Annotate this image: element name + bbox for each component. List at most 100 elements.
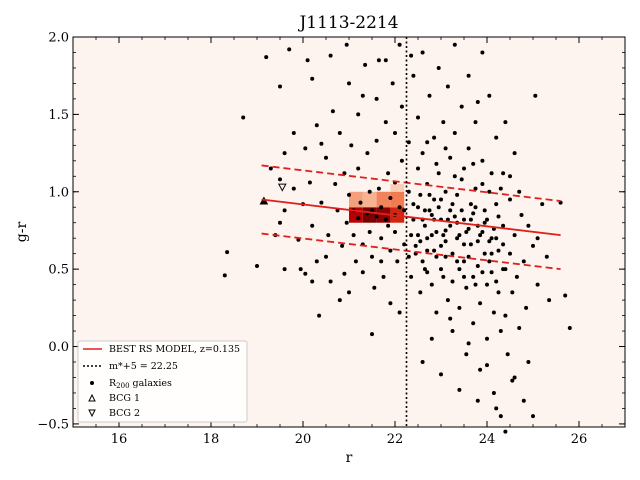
galaxy-point [473, 120, 478, 125]
galaxy-point [328, 279, 333, 284]
galaxy-point [485, 282, 489, 287]
galaxy-point [342, 171, 347, 176]
galaxy-point [510, 290, 515, 295]
galaxy-point [498, 186, 503, 191]
rs-model-line [261, 198, 561, 236]
galaxy-point [544, 254, 549, 259]
galaxy-point [524, 305, 529, 310]
galaxy-point [450, 251, 455, 256]
galaxy-point [356, 216, 361, 221]
galaxy-point [441, 120, 446, 125]
galaxy-point [434, 161, 439, 166]
rs-lower-bound-line [261, 232, 561, 271]
galaxy-point [379, 236, 384, 241]
axis-ticks: 16 18 20 22 24 26 −0.5 0.0 0.5 1.0 1.5 2.0 [37, 31, 626, 447]
galaxy-point [411, 202, 416, 207]
legend-galaxies-label: R200 galaxies [109, 378, 172, 390]
galaxy-point [521, 398, 526, 403]
legend-bcg1-marker [88, 393, 96, 402]
galaxy-point [485, 336, 489, 341]
galaxy-point [485, 363, 489, 368]
galaxy-point [420, 259, 425, 264]
y-tick-label: −0.5 [37, 417, 69, 432]
x-tick-label: 16 [111, 432, 128, 447]
galaxy-point [303, 146, 308, 151]
galaxy-point [496, 290, 501, 295]
galaxy-point [340, 243, 345, 248]
galaxy-point [498, 329, 503, 334]
galaxy-point [533, 93, 538, 98]
galaxy-point [337, 130, 342, 135]
galaxy-point [439, 372, 443, 377]
galaxy-point [367, 189, 372, 194]
galaxy-point [225, 250, 230, 255]
legend-mstar-label: m*+5 = 22.25 [109, 361, 178, 372]
galaxy-point [326, 233, 331, 238]
x-tick-label: 24 [479, 432, 496, 447]
galaxy-point [466, 146, 471, 151]
galaxy-point [344, 220, 349, 225]
y-tick-label: 0.0 [48, 340, 69, 355]
galaxy-point [514, 274, 519, 279]
bcg2-marker [277, 183, 287, 192]
galaxy-point [480, 230, 485, 234]
galaxy-point [482, 208, 487, 213]
galaxy-point [455, 192, 460, 197]
galaxy-point [441, 233, 446, 238]
legend-rs-model-label: BEST RS MODEL, z=0.135 [109, 344, 240, 355]
galaxy-point [478, 367, 483, 372]
galaxy-point [439, 197, 443, 202]
galaxy-point [356, 166, 361, 171]
chart-title: J1113-2214 [297, 13, 398, 33]
galaxy-point [416, 233, 420, 238]
y-tick-label: 1.5 [48, 108, 69, 123]
galaxy-point [381, 274, 386, 279]
galaxy-point [291, 130, 296, 135]
galaxy-point [353, 259, 358, 264]
galaxy-point [406, 254, 411, 259]
galaxy-point [310, 279, 315, 284]
galaxy-point [462, 259, 466, 264]
galaxy-point [540, 202, 545, 207]
galaxy-point [379, 205, 384, 210]
galaxy-point [482, 220, 487, 225]
galaxy-point [455, 236, 460, 241]
galaxy-point [480, 270, 485, 275]
galaxy-point [268, 166, 273, 171]
galaxy-point [448, 208, 453, 213]
galaxy-point [411, 217, 416, 222]
legend-box [77, 340, 248, 423]
galaxy-point [471, 274, 476, 279]
galaxy-point [328, 53, 333, 58]
galaxy-point [314, 123, 319, 128]
density-cell [362, 191, 377, 208]
galaxy-point [374, 214, 379, 219]
galaxy-point [241, 115, 246, 120]
galaxy-point [445, 84, 450, 89]
galaxy-point [489, 270, 494, 275]
galaxy-point [448, 316, 453, 321]
galaxy-point [363, 62, 368, 67]
galaxy-point [429, 233, 434, 238]
galaxy-point [376, 58, 381, 63]
galaxy-point [531, 414, 535, 419]
galaxy-point [464, 285, 469, 290]
legend-bcg1-label: BCG 1 [109, 393, 140, 404]
model-lines [261, 37, 561, 427]
density-cell [390, 184, 405, 192]
galaxy-point [425, 248, 430, 253]
galaxy-point [416, 205, 420, 210]
galaxy-point [402, 242, 407, 247]
galaxy-point [480, 50, 485, 55]
galaxy-point [390, 81, 395, 86]
galaxy-point [443, 254, 448, 259]
galaxy-point [471, 211, 476, 216]
galaxy-point [310, 76, 315, 81]
galaxy-point [291, 186, 296, 191]
galaxy-point [418, 290, 423, 295]
galaxy-point [372, 285, 377, 290]
galaxy-point [420, 360, 425, 364]
galaxy-point [466, 226, 471, 231]
galaxy-point [455, 259, 460, 264]
galaxy-point [439, 243, 443, 248]
